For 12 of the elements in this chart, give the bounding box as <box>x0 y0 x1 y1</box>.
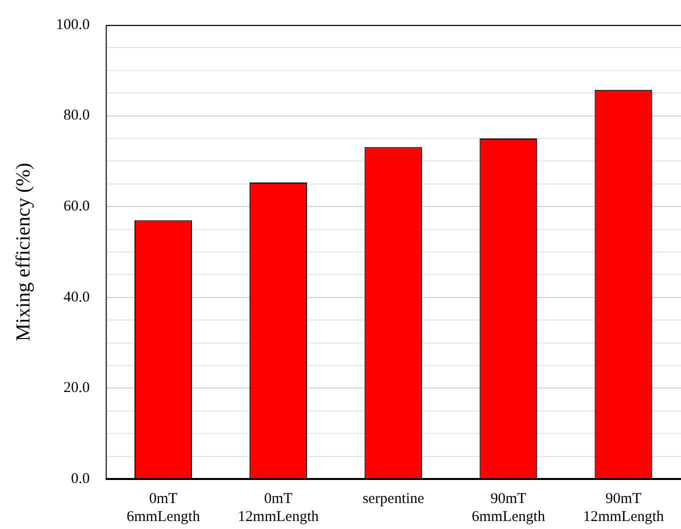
y-axis-title: Mixing efficiency (%) <box>12 162 34 342</box>
x-tick-label: 90mT 6mmLength <box>472 490 546 525</box>
y-tick-label: 80.0 <box>64 108 90 124</box>
y-tick-label: 40.0 <box>64 289 90 306</box>
y-tick-label: 100.0 <box>56 16 90 33</box>
x-tick-label: 90mT 12mmLength <box>583 490 664 525</box>
y-tick-label: 0.0 <box>71 470 90 487</box>
x-tick-label: serpentine <box>362 490 425 507</box>
y-tick-label: 20.0 <box>64 380 90 396</box>
x-tick-label: 0mT 6mmLength <box>126 490 200 525</box>
y-tick-label: 60.0 <box>64 198 90 215</box>
x-tick-label: 0mT 12mmLength <box>238 490 320 525</box>
